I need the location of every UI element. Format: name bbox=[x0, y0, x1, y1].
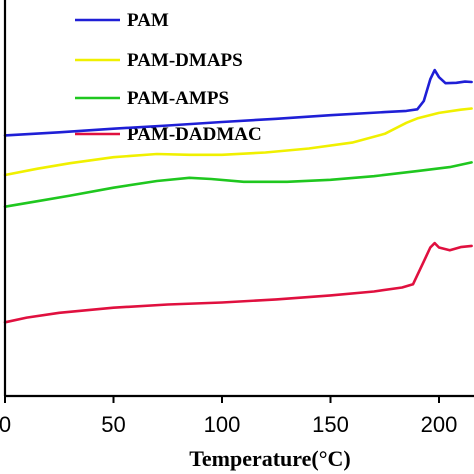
series-line-pam-amps bbox=[3, 161, 473, 208]
series-line-pam bbox=[3, 68, 473, 137]
legend-label-pam-dmaps: PAM-DMAPS bbox=[127, 50, 243, 71]
x-axis-label: Temperature(°C) bbox=[189, 446, 351, 471]
series-line-pam-dmaps bbox=[3, 107, 473, 177]
x-tick-label: 0 bbox=[0, 412, 11, 437]
series-layer bbox=[3, 68, 473, 324]
legend-label-pam: PAM bbox=[127, 10, 169, 31]
x-tick-label: 200 bbox=[421, 412, 458, 437]
x-tick-label: 100 bbox=[204, 412, 241, 437]
legend-label-pam-dadmac: PAM-DADMAC bbox=[127, 124, 262, 145]
x-tick-label: 50 bbox=[101, 412, 125, 437]
x-axis-ticks: 0 50 100 150 200 bbox=[0, 396, 457, 437]
x-tick-label: 150 bbox=[312, 412, 349, 437]
chart-legend: PAM PAM-DMAPS PAM-AMPS PAM-DADMAC bbox=[75, 10, 262, 145]
legend-label-pam-amps: PAM-AMPS bbox=[127, 88, 229, 109]
series-line-pam-dadmac bbox=[3, 241, 473, 324]
